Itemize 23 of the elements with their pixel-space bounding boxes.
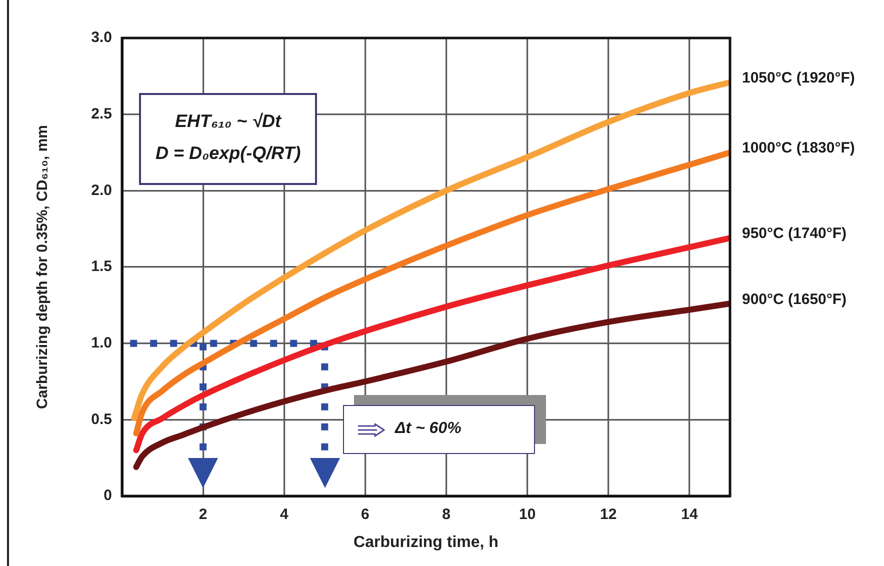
y-axis-title: Carburizing depth for 0.35%, CD₆₁₀, mm [34, 125, 52, 409]
x-tick-label: 14 [681, 506, 698, 524]
x-tick-label: 4 [280, 506, 289, 524]
y-tick-label: 0.5 [91, 410, 112, 428]
x-axis-title: Carburizing time, h [354, 534, 498, 551]
x-tick-label: 2 [198, 506, 208, 524]
annotation: Δt ~ 60% [395, 419, 462, 439]
series-label: 1000°C (1830°F) [742, 140, 855, 157]
x-tick-label: 12 [600, 506, 617, 524]
series-label: 950°C (1740°F) [742, 225, 847, 242]
x-tick-label: 6 [361, 506, 370, 524]
y-tick-label: 1.0 [91, 334, 112, 352]
y-tick-label: 2.5 [91, 105, 112, 122]
y-tick-label: 2.0 [91, 182, 112, 199]
x-tick-label: 8 [442, 506, 450, 524]
series-label: 900°C (1650°F) [742, 290, 847, 308]
series-label: 1050°C (1920°F) [742, 69, 855, 86]
x-tick-label: 10 [518, 506, 536, 524]
annotation: D = D₀exp(-Q/RT) [156, 142, 301, 164]
y-tick-label: 0 [104, 487, 112, 504]
y-tick-label: 3.0 [91, 29, 112, 46]
annotation: EHT₆₁₀ ~ √Dt [175, 110, 281, 132]
y-tick-label: 1.5 [91, 258, 112, 276]
